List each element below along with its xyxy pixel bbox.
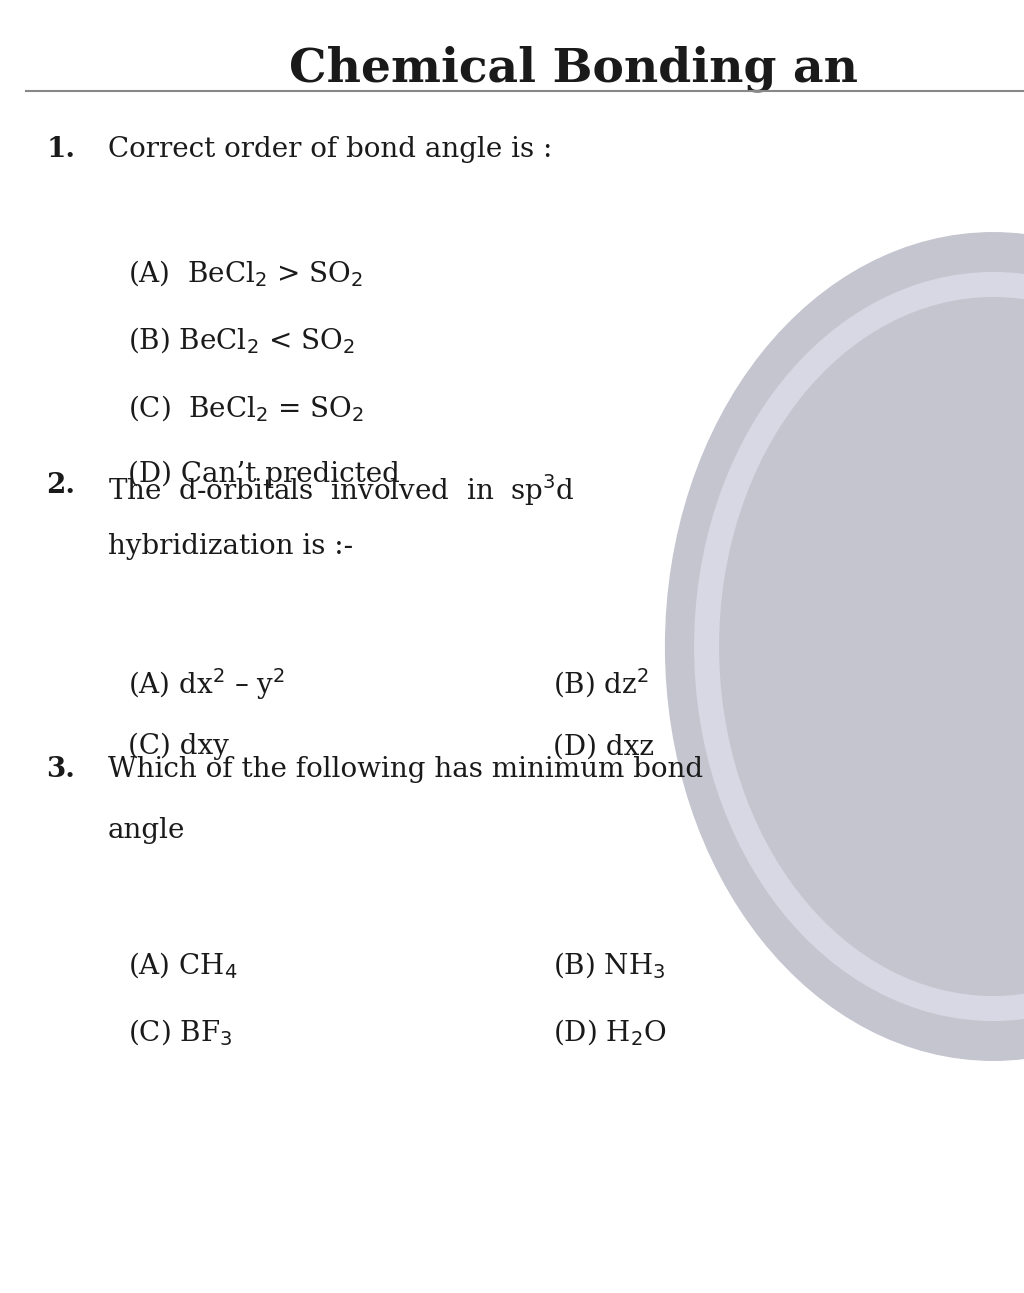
Text: (B) dz$^2$: (B) dz$^2$	[553, 666, 649, 700]
Text: P: P	[908, 472, 1024, 821]
Text: 1.: 1.	[46, 136, 75, 163]
Circle shape	[666, 233, 1024, 1060]
Text: (A)  BeCl$_2$ > SO$_2$: (A) BeCl$_2$ > SO$_2$	[128, 259, 362, 290]
Text: (A) dx$^2$ – y$^2$: (A) dx$^2$ – y$^2$	[128, 666, 286, 702]
Text: Which of the following has minimum bond: Which of the following has minimum bond	[108, 756, 702, 784]
Text: 3.: 3.	[46, 756, 75, 784]
Text: Correct order of bond angle is :: Correct order of bond angle is :	[108, 136, 552, 163]
Text: (B) NH$_3$: (B) NH$_3$	[553, 950, 666, 981]
Text: (C) BF$_3$: (C) BF$_3$	[128, 1018, 232, 1049]
Text: (A) CH$_4$: (A) CH$_4$	[128, 950, 238, 981]
Text: 2.: 2.	[46, 472, 75, 499]
Text: (D) Can’t predicted: (D) Can’t predicted	[128, 460, 400, 487]
Text: (D) H$_2$O: (D) H$_2$O	[553, 1018, 667, 1049]
Text: (C) dxy: (C) dxy	[128, 733, 229, 760]
Text: hybridization is :-: hybridization is :-	[108, 533, 352, 560]
Text: angle: angle	[108, 817, 185, 844]
Text: (D) dxz: (D) dxz	[553, 733, 654, 760]
Text: Chemical Bonding an: Chemical Bonding an	[289, 45, 858, 92]
Text: (B) BeCl$_2$ < SO$_2$: (B) BeCl$_2$ < SO$_2$	[128, 326, 354, 357]
Text: The  d-orbitals  involved  in  sp$^3$d: The d-orbitals involved in sp$^3$d	[108, 472, 574, 508]
Text: (C)  BeCl$_2$ = SO$_2$: (C) BeCl$_2$ = SO$_2$	[128, 393, 365, 424]
